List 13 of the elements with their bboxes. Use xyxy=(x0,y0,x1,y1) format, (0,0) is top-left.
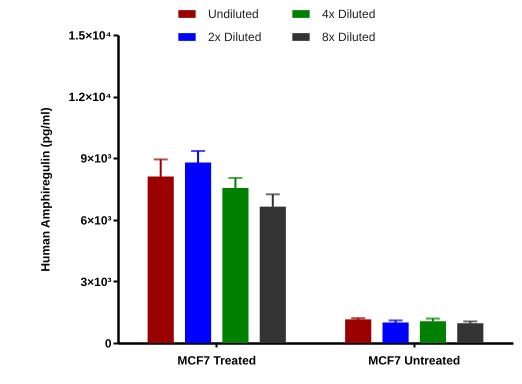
y-tick-label: 9×10³ xyxy=(80,152,112,166)
legend-label: 4x Diluted xyxy=(322,7,376,21)
y-axis-title: Human Amphiregulin (pg/ml) xyxy=(38,107,53,272)
x-tick-label: MCF7 Treated xyxy=(177,354,256,368)
x-tick-label: MCF7 Untreated xyxy=(368,354,460,368)
y-tick-label: 3×10³ xyxy=(80,274,112,289)
y-tick-label: 1.2×10⁴ xyxy=(68,90,112,104)
y-tick-label: 6×10³ xyxy=(80,213,112,228)
y-tick-label: 0 xyxy=(104,336,112,350)
y-tick-label: 1.5×10⁴ xyxy=(68,28,112,42)
legend-label: 2x Diluted xyxy=(208,30,262,44)
legend-label: Undiluted xyxy=(208,7,259,21)
legend-label: 8x Diluted xyxy=(322,30,376,44)
